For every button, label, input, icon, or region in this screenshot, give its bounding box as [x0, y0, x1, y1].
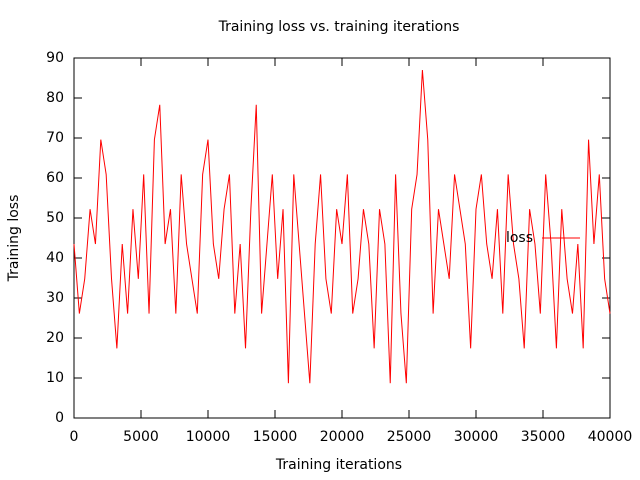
plot-border: [73, 57, 611, 419]
x-tick-label: 10000: [186, 429, 231, 445]
y-tick-label: 0: [55, 410, 64, 426]
y-tick-label: 10: [46, 370, 64, 386]
y-tick-label: 50: [46, 210, 64, 226]
x-tick-label: 0: [70, 429, 79, 445]
y-tick-label: 90: [46, 50, 64, 66]
y-tick-label: 70: [46, 130, 64, 146]
y-tick-label: 40: [46, 250, 64, 266]
x-tick-label: 40000: [588, 429, 633, 445]
y-tick-label: 60: [46, 170, 64, 186]
y-tick-label: 30: [46, 290, 64, 306]
y-tick-label: 80: [46, 90, 64, 106]
chart-title: Training loss vs. training iterations: [218, 19, 460, 35]
x-tick-label: 5000: [123, 429, 159, 445]
x-tick-label: 35000: [521, 429, 566, 445]
legend-label: loss: [506, 230, 533, 246]
x-tick-label: 30000: [454, 429, 499, 445]
data-line: [73, 69, 611, 384]
x-tick-label: 25000: [387, 429, 432, 445]
y-tick-label: 20: [46, 330, 64, 346]
y-axis-label: Training loss: [6, 195, 22, 283]
x-axis-label: Training iterations: [275, 457, 402, 473]
x-tick-label: 20000: [320, 429, 365, 445]
x-tick-label: 15000: [253, 429, 298, 445]
